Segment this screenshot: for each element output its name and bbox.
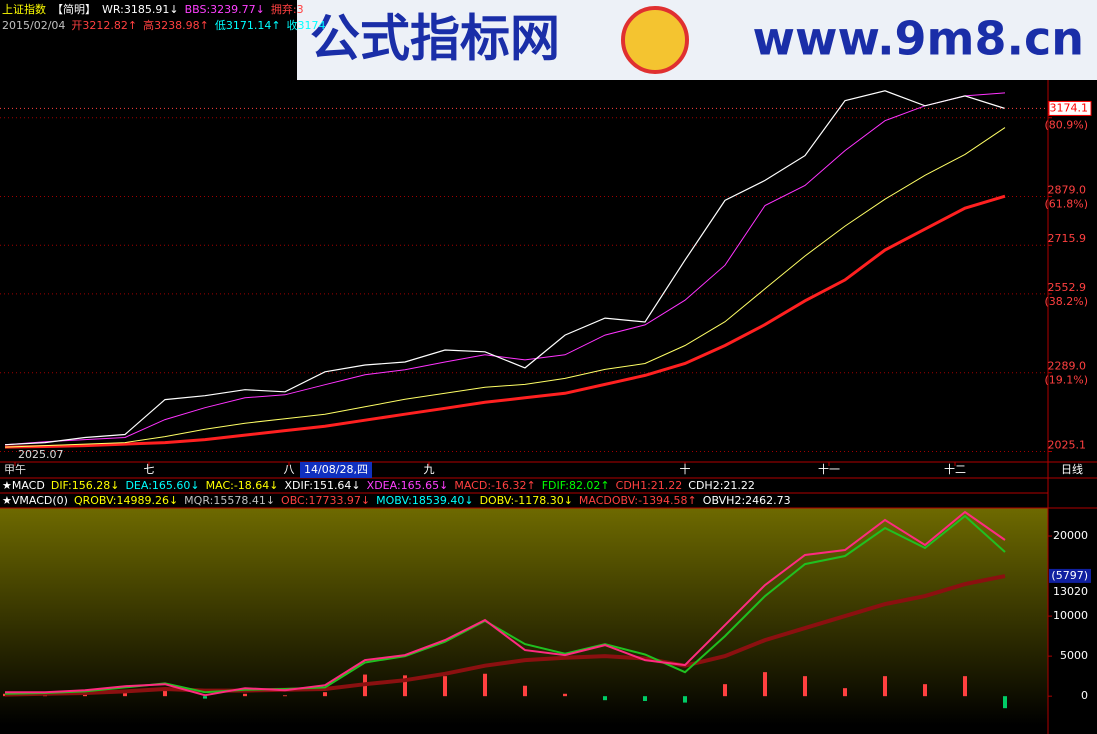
last-price-box xyxy=(1048,100,1092,116)
header-item: DEA:165.60↓ xyxy=(125,479,199,492)
x-tick-label: 十一 xyxy=(818,462,840,476)
bar xyxy=(483,673,487,697)
header-item: 2015/02/04 xyxy=(2,19,65,32)
watermark-banner xyxy=(297,0,1097,80)
bar xyxy=(563,693,567,697)
corner-label: 2025.07 xyxy=(18,448,64,461)
y-tick-label: 20000 xyxy=(1053,529,1088,542)
header-item: DOBV:-1178.30↓ xyxy=(480,494,573,507)
series-line xyxy=(4,514,1006,695)
y-tick-note: (61.8%) xyxy=(1044,198,1088,211)
header-item: MQR:15578.41↓ xyxy=(184,494,275,507)
watermark-logo xyxy=(621,6,689,74)
header-item: DIF:156.28↓ xyxy=(51,479,120,492)
y-tick-label: 2552.9 xyxy=(1048,281,1087,294)
bar xyxy=(723,684,727,697)
label-box xyxy=(1049,568,1091,583)
bar xyxy=(1003,696,1007,709)
header-item: WR:3185.91↓ xyxy=(102,3,179,16)
y-tick-note: (38.2%) xyxy=(1044,295,1088,308)
header-item: 开3212.82↑ xyxy=(71,19,137,32)
header-item: OBC:17733.97↓ xyxy=(281,494,370,507)
y-tick-label: 10000 xyxy=(1053,609,1088,622)
watermark: 公式指标网 www.9m8.cn xyxy=(297,0,1097,80)
series-line xyxy=(4,127,1006,448)
cursor-box xyxy=(300,462,372,478)
header-item: QROBV:14989.26↓ xyxy=(74,494,178,507)
header-item: 收3174 xyxy=(287,18,326,32)
header-item: BBS:3239.77↓ xyxy=(185,3,265,16)
header-item: MACDOBV:-1394.58↑ xyxy=(579,494,697,507)
header-item: FDIF:82.02↑ xyxy=(542,479,610,492)
bar xyxy=(163,690,167,697)
bar xyxy=(443,676,447,697)
x-tick-label: 十 xyxy=(680,462,691,476)
y-tick-label: 5000 xyxy=(1060,649,1088,662)
bar xyxy=(683,696,687,703)
series-line xyxy=(4,90,1006,446)
bar xyxy=(403,675,407,697)
header-item: 【简明】 xyxy=(52,2,96,16)
period-label: 日线 xyxy=(1061,462,1083,476)
x-tick-label: 甲午 xyxy=(4,463,26,476)
header-item: CDH2:21.22 xyxy=(688,479,755,492)
last-price-label: 3174.1 xyxy=(1050,101,1089,114)
bar xyxy=(243,693,247,697)
bar xyxy=(3,693,7,697)
y-tick-label: 2879.0 xyxy=(1048,184,1087,197)
header-item: MAC:-18.64↓ xyxy=(206,479,279,492)
bar xyxy=(883,676,887,697)
bar xyxy=(803,676,807,697)
series-line xyxy=(5,510,1006,697)
right-label: 13020 xyxy=(1053,585,1088,598)
x-tick-label: 十二 xyxy=(944,462,966,476)
bar xyxy=(643,696,647,701)
header-item: CDH1:21.22 xyxy=(616,479,683,492)
y-tick-note: (19.1%) xyxy=(1044,374,1088,387)
watermark-title: 公式指标网 xyxy=(310,10,560,68)
cursor-label: 14/08/28,四 xyxy=(304,463,368,476)
header-item: ★MACD xyxy=(2,479,45,492)
bar xyxy=(923,684,927,697)
x-tick-label: 七 xyxy=(144,463,155,476)
header-item: MOBV:18539.40↓ xyxy=(376,494,473,507)
header-item: ★VMACD(0) xyxy=(2,494,68,507)
bar xyxy=(763,672,767,697)
x-tick-label: 九 xyxy=(424,463,435,476)
header-item: XDIF:151.64↓ xyxy=(285,479,361,492)
plot-area xyxy=(0,90,1048,709)
bar xyxy=(323,692,327,697)
y-tick-label: 2289.0 xyxy=(1048,360,1087,373)
bar xyxy=(203,696,207,699)
bar xyxy=(963,676,967,697)
series-line xyxy=(4,92,1006,446)
x-tick-label: 八 xyxy=(284,463,295,476)
y-tick-note: (80.9%) xyxy=(1044,119,1088,132)
header-item: OBVH2:2462.73 xyxy=(703,494,791,507)
series-line xyxy=(4,574,1006,697)
bar xyxy=(283,695,287,697)
header-item: 高3238.98↑ xyxy=(143,18,209,32)
watermark-url: www.9m8.cn xyxy=(753,12,1084,66)
right-label: (5797) xyxy=(1051,569,1088,582)
series-line xyxy=(4,194,1006,449)
bar xyxy=(523,685,527,697)
bar xyxy=(843,688,847,697)
y-tick-label: 0 xyxy=(1081,689,1088,702)
header-item: 拥弃:3 xyxy=(271,2,304,16)
bar xyxy=(123,692,127,697)
header-item: MACD:-16.32↑ xyxy=(454,479,535,492)
header-item: XDEA:165.65↓ xyxy=(367,479,449,492)
header-item: 低3171.14↑ xyxy=(215,19,281,32)
y-tick-label: 2715.9 xyxy=(1048,232,1087,245)
bar xyxy=(603,696,607,701)
header-item: 上证指数 xyxy=(2,2,46,16)
y-tick-label: 2025.1 xyxy=(1048,439,1087,452)
